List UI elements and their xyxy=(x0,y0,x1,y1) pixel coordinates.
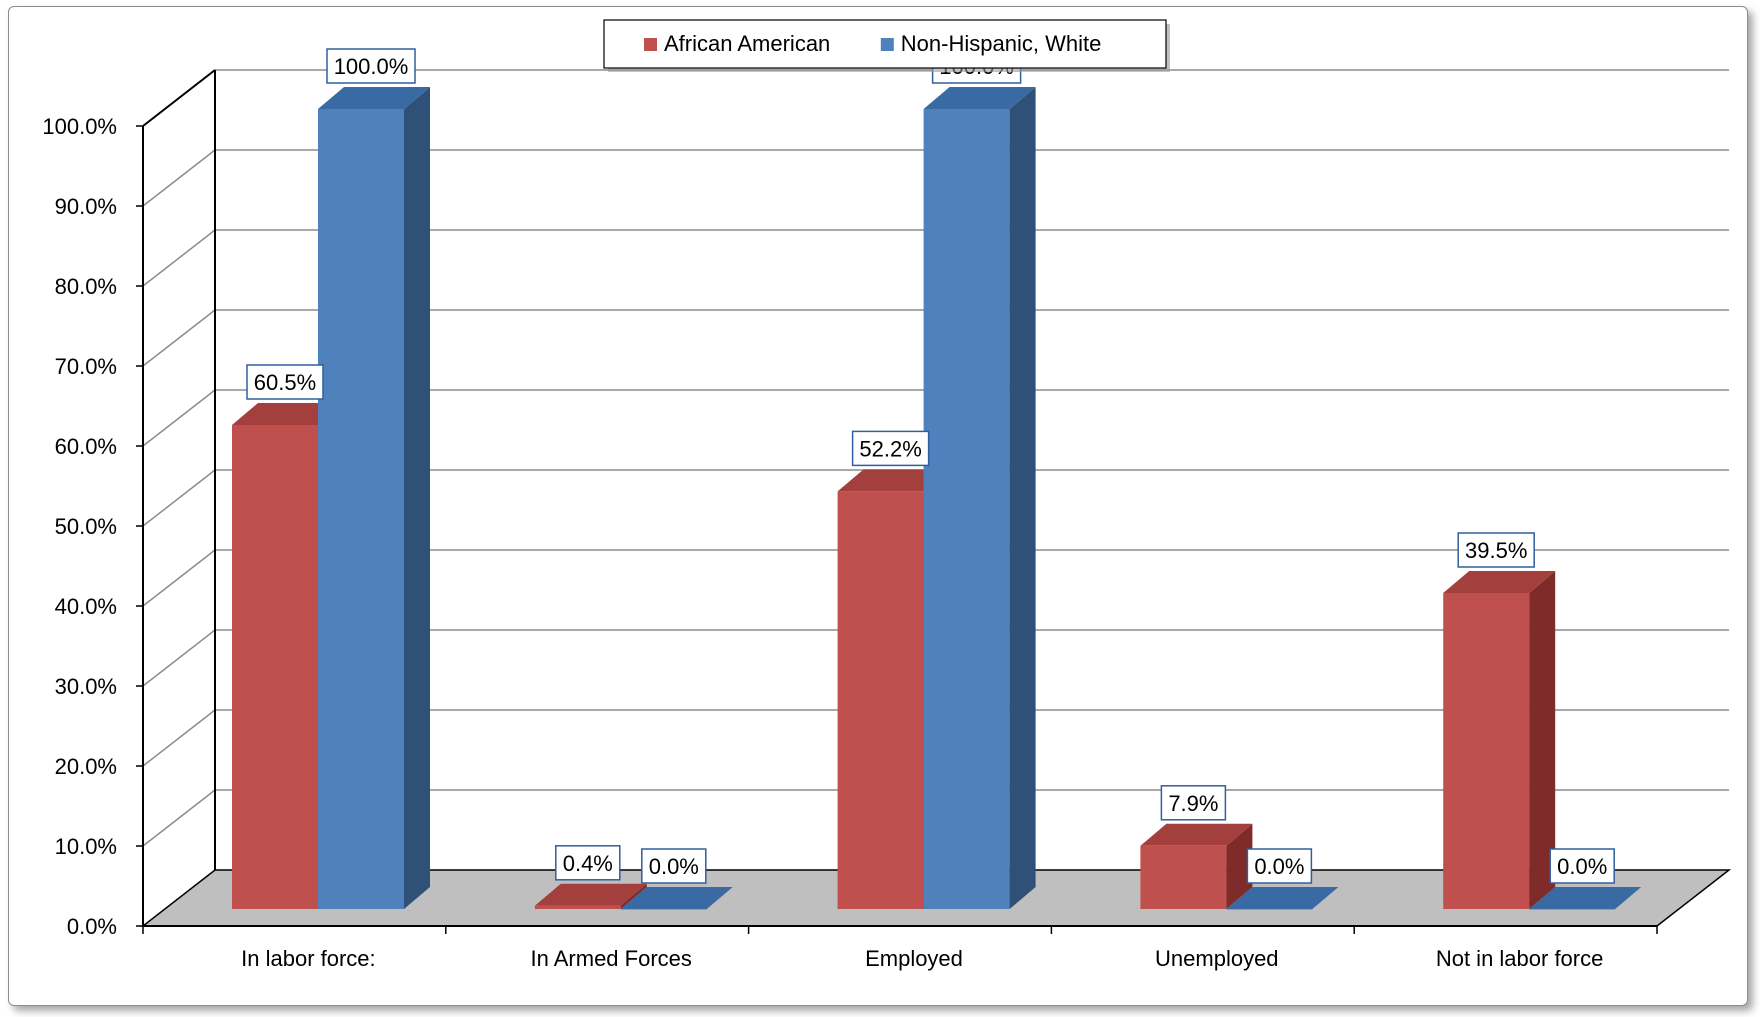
data-label: 0.4% xyxy=(555,845,621,881)
bar-top xyxy=(923,87,1036,109)
bar-side xyxy=(404,87,430,909)
x-category-label: Employed xyxy=(865,946,963,971)
legend-label: Non-Hispanic, White xyxy=(901,31,1102,56)
data-label-text: 39.5% xyxy=(1465,538,1527,563)
y-tick-label: 50.0% xyxy=(55,514,117,539)
side-gridline xyxy=(142,149,216,207)
bar-non-hispanic-white xyxy=(1529,887,1642,910)
bar-top xyxy=(1226,887,1339,909)
data-label: 100.0% xyxy=(326,48,416,84)
side-gridline xyxy=(142,229,216,287)
bar-non-hispanic-white xyxy=(318,87,430,909)
x-category-label: Not in labor force xyxy=(1436,946,1604,971)
bar-front xyxy=(1140,845,1227,909)
data-label: 7.9% xyxy=(1160,785,1227,821)
data-label-text: 0.4% xyxy=(563,851,613,876)
data-label-box xyxy=(851,430,930,467)
legend-entry: African American xyxy=(644,31,830,56)
bar-front xyxy=(318,109,404,909)
data-label: 0.0% xyxy=(641,848,707,884)
side-gridline xyxy=(142,389,216,447)
bar-front xyxy=(232,425,318,909)
bar-front xyxy=(534,905,621,909)
bar-side xyxy=(1226,823,1253,909)
data-label-text: 100.0% xyxy=(334,54,409,79)
data-label: 0.0% xyxy=(1549,848,1615,884)
legend-swatch xyxy=(880,38,894,51)
bars xyxy=(232,87,1642,910)
bar-non-hispanic-white xyxy=(923,87,1036,909)
data-label-box xyxy=(1549,848,1615,884)
legend: African American Non-Hispanic, White xyxy=(603,19,1170,72)
bar-side xyxy=(1009,87,1036,909)
bar-front xyxy=(1443,593,1530,909)
y-tick-label: 30.0% xyxy=(55,674,117,699)
data-label-box xyxy=(1160,785,1227,821)
side-gridline xyxy=(142,629,216,687)
data-label-box xyxy=(326,48,416,84)
bar-non-hispanic-white xyxy=(620,887,733,910)
bar-african-american xyxy=(1443,571,1556,909)
side-gridline xyxy=(142,709,216,767)
y-tick-label: 70.0% xyxy=(55,354,117,379)
bar-front xyxy=(620,909,707,910)
data-label-box xyxy=(1246,848,1313,884)
y-axis-ticks: 0.0% 10.0% 20.0% 30.0% 40.0% 50.0% 60.0% 70.0% 8… xyxy=(42,114,143,939)
side-gridline xyxy=(142,549,216,607)
legend-entry: Non-Hispanic, White xyxy=(880,31,1102,56)
y-tick-label: 90.0% xyxy=(55,194,117,219)
x-category-label: In Armed Forces xyxy=(531,946,692,971)
legend-label: African American xyxy=(664,31,830,56)
x-axis-ticks: In labor force: In Armed Forces Employed Un… xyxy=(142,926,1658,971)
data-label-box xyxy=(246,364,324,400)
y-tick-label: 0.0% xyxy=(67,914,117,939)
bar-african-american xyxy=(534,883,647,909)
data-label: 39.5% xyxy=(1457,532,1535,568)
data-label-text: 7.9% xyxy=(1168,791,1218,816)
data-label-text: 52.2% xyxy=(859,436,921,461)
y-tick-label: 20.0% xyxy=(55,754,117,779)
side-gridline xyxy=(142,789,216,847)
legend-swatch xyxy=(644,38,657,51)
bar-top xyxy=(1529,887,1642,909)
side-gridline xyxy=(142,469,216,527)
bar-non-hispanic-white xyxy=(1226,887,1339,910)
bar-top xyxy=(837,469,950,492)
y-axis-top-edge xyxy=(142,69,216,127)
data-label: 0.0% xyxy=(1246,848,1313,884)
y-tick-label: 80.0% xyxy=(55,274,117,299)
bar-top xyxy=(534,883,647,906)
y-tick-label: 10.0% xyxy=(55,834,117,859)
data-label-text: 60.5% xyxy=(254,370,316,395)
y-tick-label: 40.0% xyxy=(55,594,117,619)
bar-front xyxy=(1226,909,1313,910)
x-category-label: Unemployed xyxy=(1155,946,1279,971)
bar-top xyxy=(1140,823,1253,846)
data-label-box xyxy=(555,845,621,881)
bar-front xyxy=(1529,909,1616,910)
bar-top xyxy=(232,403,344,425)
bar-front xyxy=(923,109,1010,909)
data-label-text: 0.0% xyxy=(1557,854,1607,879)
bar-african-american xyxy=(1140,823,1253,909)
bar-top xyxy=(620,887,733,909)
bar-side xyxy=(1529,571,1556,909)
x-category-label: In labor force: xyxy=(241,946,376,971)
y-tick-label: 60.0% xyxy=(55,434,117,459)
data-label-text: 0.0% xyxy=(1254,854,1304,879)
data-label: 52.2% xyxy=(851,430,930,467)
y-tick-label: 100.0% xyxy=(42,114,117,139)
side-gridline xyxy=(142,309,216,367)
bar-side xyxy=(620,883,647,909)
bar-top xyxy=(318,87,430,109)
bar-front xyxy=(837,491,924,909)
bar-top xyxy=(1443,571,1556,593)
data-label-text: 0.0% xyxy=(649,854,699,879)
data-label-box xyxy=(641,848,707,884)
data-label: 60.5% xyxy=(246,364,324,400)
data-label-box xyxy=(1457,532,1535,568)
